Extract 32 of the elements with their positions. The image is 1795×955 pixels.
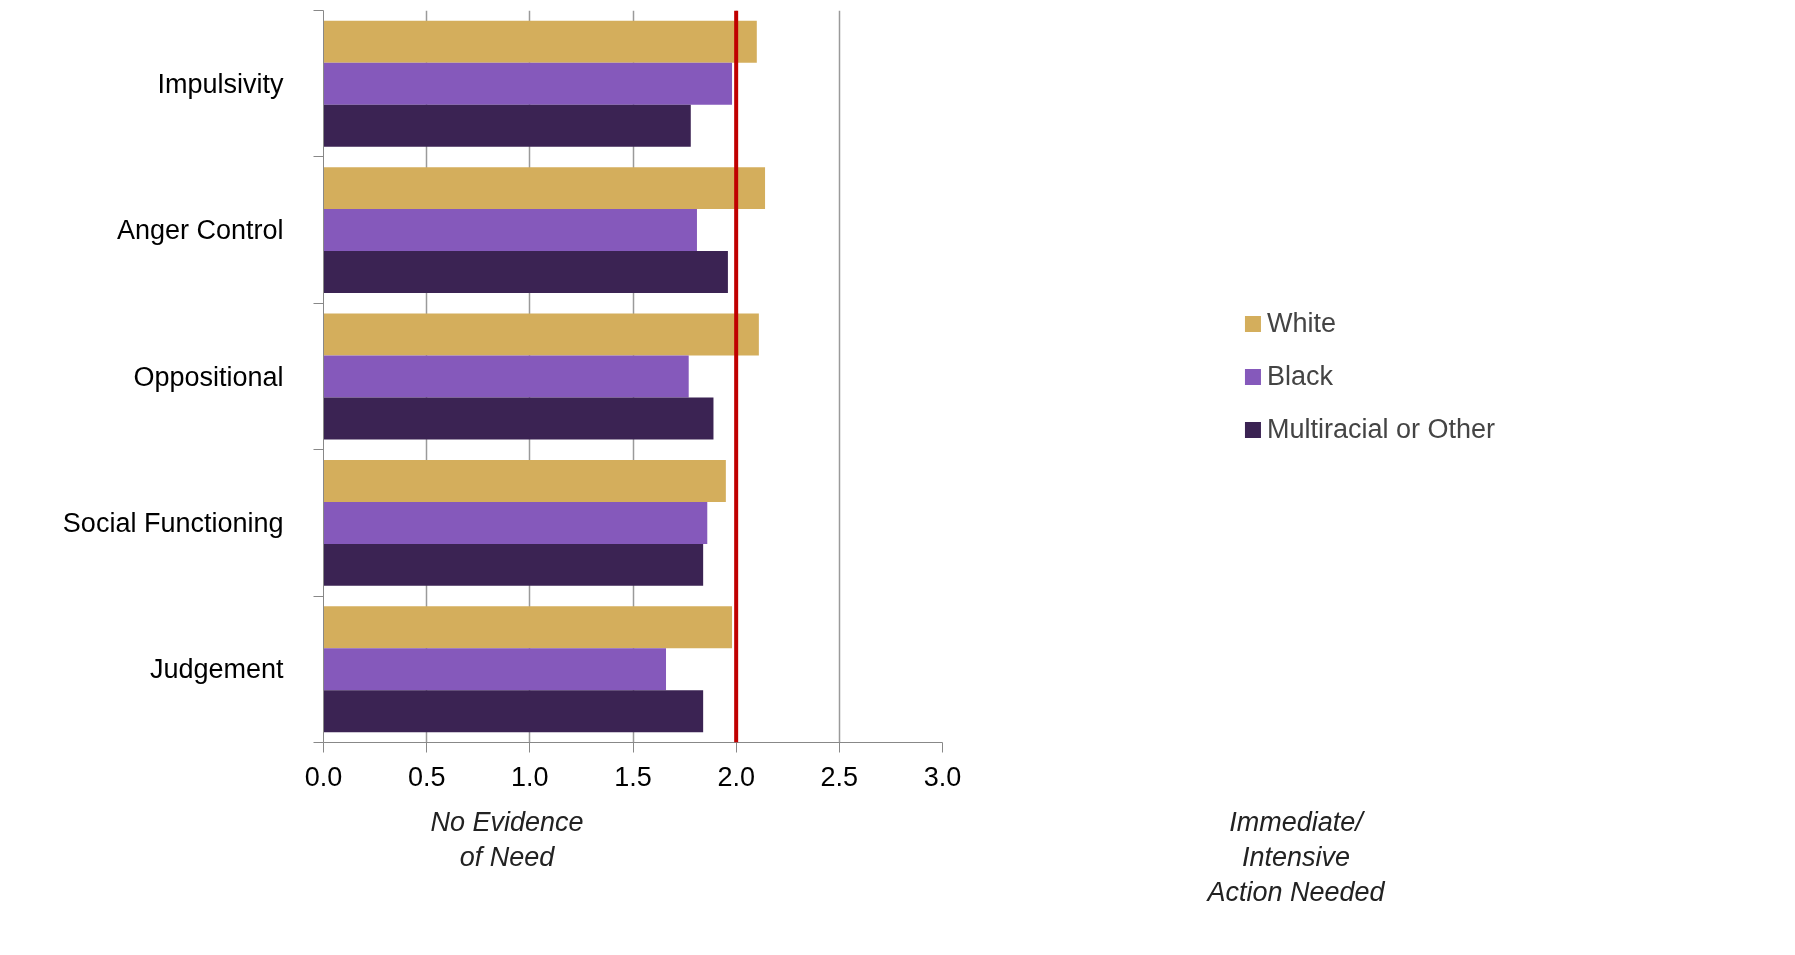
bar xyxy=(323,397,714,440)
x-tick-label: 1.5 xyxy=(614,761,652,792)
x-tick-label: 0.5 xyxy=(407,761,446,792)
y-tick-label: Social Functioning xyxy=(62,507,284,538)
legend-label: White xyxy=(1266,307,1336,339)
x-tick-label: 1.0 xyxy=(511,761,549,792)
x-tick-label: 0.0 xyxy=(304,761,343,792)
x-tick-label: 2.5 xyxy=(820,761,859,792)
bar xyxy=(323,167,766,210)
bar xyxy=(323,62,733,105)
y-tick-label: Anger Control xyxy=(116,215,284,246)
bar xyxy=(323,690,704,733)
bar xyxy=(323,606,733,649)
legend-label: Multiracial or Other xyxy=(1266,413,1496,445)
y-tick-label: Judgement xyxy=(149,654,284,685)
text: No Evidence of Need xyxy=(429,806,585,875)
text: Immediate/ Intensive Action Needed xyxy=(1205,806,1386,910)
bar xyxy=(323,543,704,586)
bar xyxy=(323,648,667,691)
y-tick-label: Oppositional xyxy=(133,361,284,392)
x-tick-label: 3.0 xyxy=(923,761,962,792)
bar xyxy=(323,104,691,147)
bar xyxy=(323,459,726,502)
y-tick-label: Impulsivity xyxy=(157,68,284,99)
legend-label: Black xyxy=(1266,360,1333,392)
bar xyxy=(323,313,759,356)
bar xyxy=(323,355,689,398)
bar xyxy=(323,209,697,252)
bar xyxy=(323,20,757,63)
bar xyxy=(323,251,728,294)
x-tick-label: 2.0 xyxy=(717,761,755,792)
bar xyxy=(323,501,708,544)
